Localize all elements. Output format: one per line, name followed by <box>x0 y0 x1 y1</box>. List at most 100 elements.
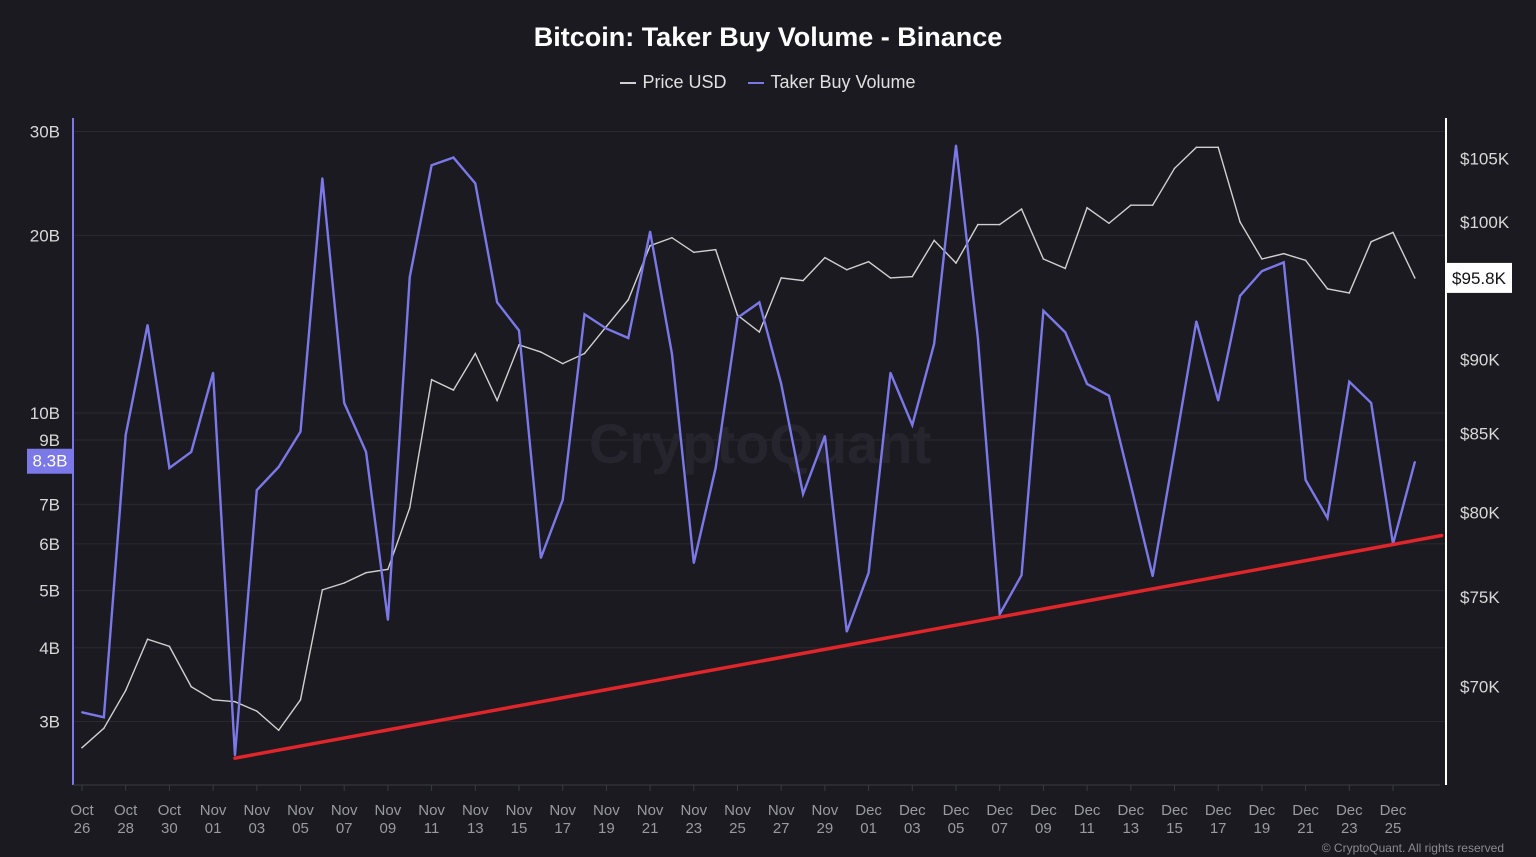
x-tick-month: Dec <box>899 802 926 819</box>
x-tick-label: Nov 07 <box>331 802 358 837</box>
price-point <box>1304 259 1307 262</box>
volume-point <box>168 466 171 469</box>
x-tick-label: Nov 17 <box>549 802 576 837</box>
left-tick-label: 9B <box>39 431 60 450</box>
volume-point <box>1413 460 1416 463</box>
x-tick-label: Dec 11 <box>1074 802 1101 837</box>
price-point <box>1020 208 1023 210</box>
price-point <box>561 362 564 365</box>
x-tick-label: Nov 09 <box>375 802 402 837</box>
current-volume-badge <box>27 448 73 474</box>
volume-point <box>408 276 411 279</box>
x-tick-label: Nov 05 <box>287 802 314 837</box>
x-tick-day: 17 <box>554 820 571 837</box>
volume-point <box>343 401 346 404</box>
watermark: CryptoQuant <box>589 412 931 475</box>
x-tick-label: Nov 11 <box>418 802 445 837</box>
x-tick-day: 25 <box>729 820 746 837</box>
left-tick-label: 6B <box>39 535 60 554</box>
price-point <box>1173 167 1176 170</box>
volume-point <box>102 716 105 719</box>
price-point <box>1348 292 1351 294</box>
volume-point <box>299 430 302 433</box>
volume-point <box>627 337 630 340</box>
volume-point <box>496 301 499 304</box>
price-point <box>1064 267 1067 270</box>
volume-point <box>758 301 761 304</box>
x-tick-month: Oct <box>114 802 138 819</box>
price-point <box>540 351 542 353</box>
volume-point <box>124 433 127 436</box>
price-point <box>387 568 389 571</box>
x-tick-label: Nov 03 <box>243 802 270 837</box>
right-tick-label: $70K <box>1460 678 1500 697</box>
x-tick-month: Dec <box>1292 802 1319 819</box>
volume-point <box>1260 270 1263 273</box>
price-point <box>758 331 761 333</box>
price-point <box>343 582 346 584</box>
x-tick-label: Nov 15 <box>506 802 533 837</box>
price-point <box>693 251 695 254</box>
volume-point <box>802 492 805 495</box>
left-tick-label: 7B <box>39 495 60 514</box>
x-tick-label: Oct 26 <box>70 802 94 837</box>
right-tick-label: $100K <box>1460 213 1510 232</box>
volume-point <box>670 352 673 355</box>
x-tick-label: Dec 15 <box>1161 802 1188 837</box>
volume-point <box>955 144 957 147</box>
price-point <box>649 244 651 247</box>
x-tick-month: Dec <box>1074 802 1101 819</box>
volume-point <box>736 316 739 319</box>
x-tick-day: 05 <box>292 820 309 837</box>
x-tick-label: Nov 21 <box>637 802 664 837</box>
price-point <box>321 589 324 591</box>
x-tick-label: Nov 19 <box>593 802 620 837</box>
x-tick-label: Dec 03 <box>899 802 926 837</box>
x-tick-month: Dec <box>855 802 882 819</box>
x-tick-month: Nov <box>200 802 227 819</box>
volume-point <box>1064 331 1067 334</box>
volume-point <box>190 450 193 453</box>
price-point <box>1086 206 1088 209</box>
price-point <box>1282 252 1285 255</box>
x-tick-month: Dec <box>1249 802 1276 819</box>
x-tick-label: Nov 23 <box>680 802 707 837</box>
price-point <box>1392 231 1394 234</box>
x-tick-month: Dec <box>1205 802 1232 819</box>
volume-point <box>386 618 389 621</box>
price-point <box>627 299 630 301</box>
volume-point <box>933 342 936 345</box>
x-tick-day: 09 <box>1035 820 1052 837</box>
x-tick-day: 13 <box>1122 820 1139 837</box>
current-price-label: $95.8K <box>1452 269 1507 288</box>
x-tick-label: Nov 01 <box>200 802 227 837</box>
volume-point <box>1326 516 1329 519</box>
price-point <box>1108 222 1110 225</box>
right-tick-label: $85K <box>1460 425 1500 444</box>
x-tick-label: Dec 13 <box>1117 802 1144 837</box>
price-point <box>1195 146 1198 149</box>
left-tick-label: 10B <box>30 404 60 423</box>
x-tick-month: Dec <box>1336 802 1363 819</box>
legend: Price USD Taker Buy Volume <box>0 72 1536 93</box>
legend-item-volume[interactable]: Taker Buy Volume <box>748 72 916 93</box>
x-tick-day: 13 <box>467 820 484 837</box>
x-tick-month: Dec <box>1161 802 1188 819</box>
price-point <box>911 275 914 278</box>
volume-point <box>1239 294 1242 297</box>
volume-point <box>233 754 236 757</box>
x-tick-label: Oct 30 <box>158 802 182 837</box>
x-tick-day: 23 <box>1341 820 1358 837</box>
legend-item-price[interactable]: Price USD <box>620 72 726 93</box>
price-point <box>1239 221 1241 223</box>
x-tick-day: 05 <box>948 820 965 837</box>
x-tick-label: Dec 19 <box>1249 802 1276 837</box>
volume-point <box>692 561 695 564</box>
volume-point <box>889 371 892 374</box>
left-tick-label: 4B <box>39 639 60 658</box>
volume-point <box>649 230 652 233</box>
x-tick-day: 15 <box>1166 820 1183 837</box>
price-point <box>408 507 411 509</box>
x-tick-label: Dec 09 <box>1030 802 1057 837</box>
price-point <box>234 700 236 703</box>
